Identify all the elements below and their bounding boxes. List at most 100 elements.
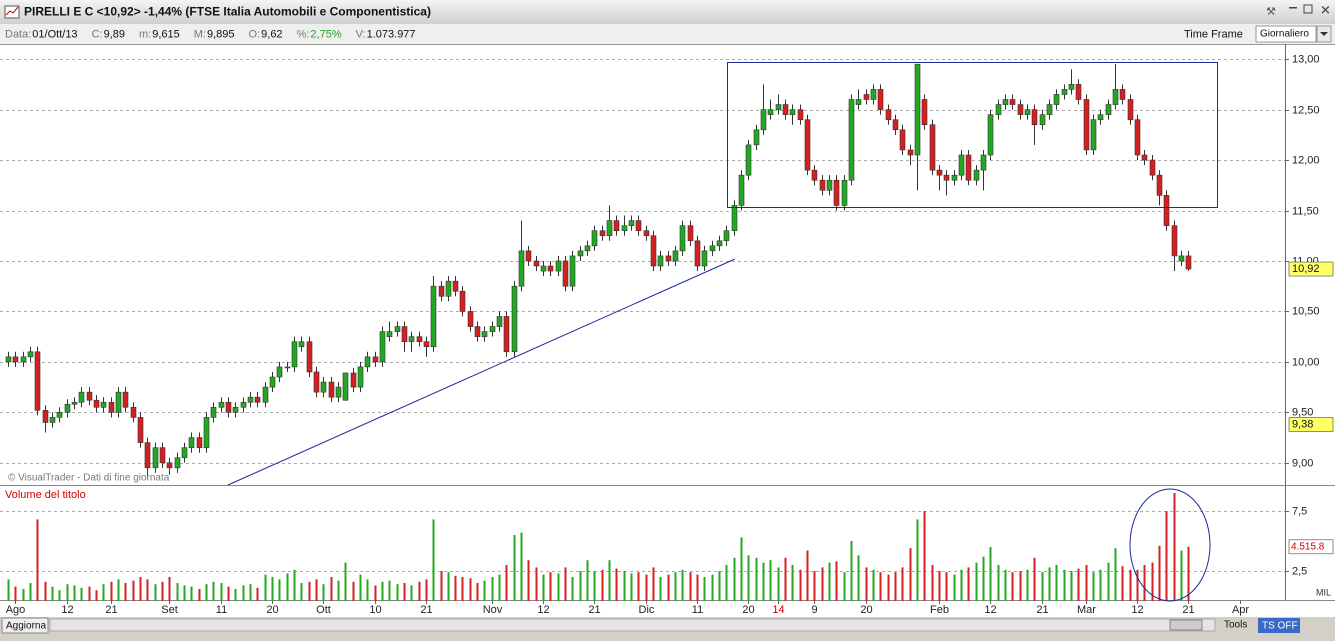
volume-bar (601, 569, 604, 601)
volume-bar (711, 574, 714, 601)
candle-body (372, 356, 379, 363)
info-value: 9,89 (104, 28, 125, 40)
candle-body (987, 114, 994, 156)
candle-body (870, 89, 877, 100)
candle-body (577, 250, 584, 257)
refresh-label[interactable]: Aggiorna (6, 621, 46, 632)
candle-body (841, 179, 848, 206)
title-bar (0, 0, 1335, 24)
candle-body (562, 260, 569, 287)
volume-bar (1055, 565, 1058, 601)
x-tick-label: 20 (860, 604, 872, 616)
candle-body (12, 356, 19, 363)
timeframe-value[interactable]: Giornaliero (1260, 29, 1309, 40)
volume-bar (916, 519, 919, 601)
volume-bar (828, 562, 831, 601)
candle-body (738, 174, 745, 206)
refresh-button[interactable] (1, 617, 49, 634)
minimize-button[interactable] (1289, 7, 1297, 9)
volume-bar (784, 557, 787, 601)
volume-bar (315, 579, 318, 601)
window-buttons[interactable]: ⚒ ✕ (1266, 2, 1331, 17)
volume-bar (923, 511, 926, 601)
candle-body (474, 326, 481, 337)
volume-y-tick-label: 2,5 (1292, 565, 1307, 577)
candle-body (1185, 255, 1192, 270)
candle-body (203, 417, 210, 448)
candle-body (1163, 195, 1170, 226)
volume-unit: MIL (1316, 587, 1331, 597)
last-price-box (1288, 261, 1334, 277)
candle-body (980, 154, 987, 171)
info-value: 9,62 (261, 28, 282, 40)
volume-bar (1136, 569, 1139, 601)
y-tick-label: 12,00 (1292, 154, 1320, 166)
volume-bar (410, 585, 413, 601)
volume-bar (1041, 572, 1044, 601)
volume-bar (286, 573, 289, 601)
volume-bar (747, 555, 750, 601)
tool-button[interactable]: ⚒ (1266, 6, 1276, 18)
volume-bar (1004, 569, 1007, 601)
candle-body (1002, 99, 1009, 105)
candle-body (995, 104, 1002, 115)
info-label: Data: (5, 28, 31, 40)
candle-body (232, 406, 239, 413)
volume-bar (300, 583, 303, 601)
candle-body (49, 417, 56, 423)
candle-body (108, 401, 115, 413)
candle-body (262, 386, 269, 403)
volume-bar (483, 580, 486, 601)
candle-body (701, 250, 708, 267)
candle-body (269, 376, 276, 388)
candle-body (342, 372, 349, 401)
candle-body (936, 169, 943, 176)
volume-bar (733, 557, 736, 601)
volume-bar (623, 571, 626, 601)
candle-body (951, 174, 958, 181)
x-tick-label: Dic (639, 604, 655, 616)
candle-body (306, 341, 313, 373)
candle-body (438, 285, 445, 297)
volume-bar (212, 581, 215, 601)
volume-bar (879, 572, 882, 601)
volume-bar (66, 584, 69, 601)
volume-bar (579, 571, 582, 601)
candle-body (93, 399, 100, 408)
scroll-thumb[interactable] (1169, 619, 1203, 631)
timeframe-select[interactable] (1255, 25, 1317, 43)
candle-body (34, 351, 41, 411)
timeframe-label: Time Frame (1184, 28, 1243, 40)
volume-bar (388, 580, 391, 601)
volume-bar (674, 572, 677, 601)
volume-bar (967, 567, 970, 601)
volume-bar (51, 586, 54, 601)
volume-bar (88, 586, 91, 601)
close-button[interactable]: ✕ (1320, 2, 1331, 17)
ts-label[interactable]: TS OFF (1262, 621, 1298, 632)
candle-body (753, 129, 760, 146)
candle-body (166, 462, 173, 469)
x-tick-label: 20 (266, 604, 278, 616)
volume-bar (256, 587, 259, 601)
volume-bar (498, 574, 501, 601)
candle-body (599, 230, 606, 237)
tools-button[interactable]: Tools (1224, 620, 1247, 631)
ts-button[interactable] (1258, 618, 1300, 633)
candle-body (511, 285, 518, 353)
candle-body (320, 381, 327, 393)
candle-body (196, 437, 203, 448)
volume-bar (161, 581, 164, 601)
candle-body (1127, 99, 1134, 120)
candle-body (86, 391, 93, 401)
volume-bar (14, 586, 17, 601)
maximize-button[interactable] (1303, 4, 1313, 14)
candle-body (547, 265, 554, 272)
candle-body (394, 326, 401, 332)
volume-bar (58, 590, 61, 601)
volume-bar (1063, 569, 1066, 601)
volume-bar (586, 560, 589, 601)
x-tick-label: Ago (6, 604, 26, 616)
candle-body (657, 255, 664, 267)
scrollbar[interactable] (49, 618, 1216, 632)
